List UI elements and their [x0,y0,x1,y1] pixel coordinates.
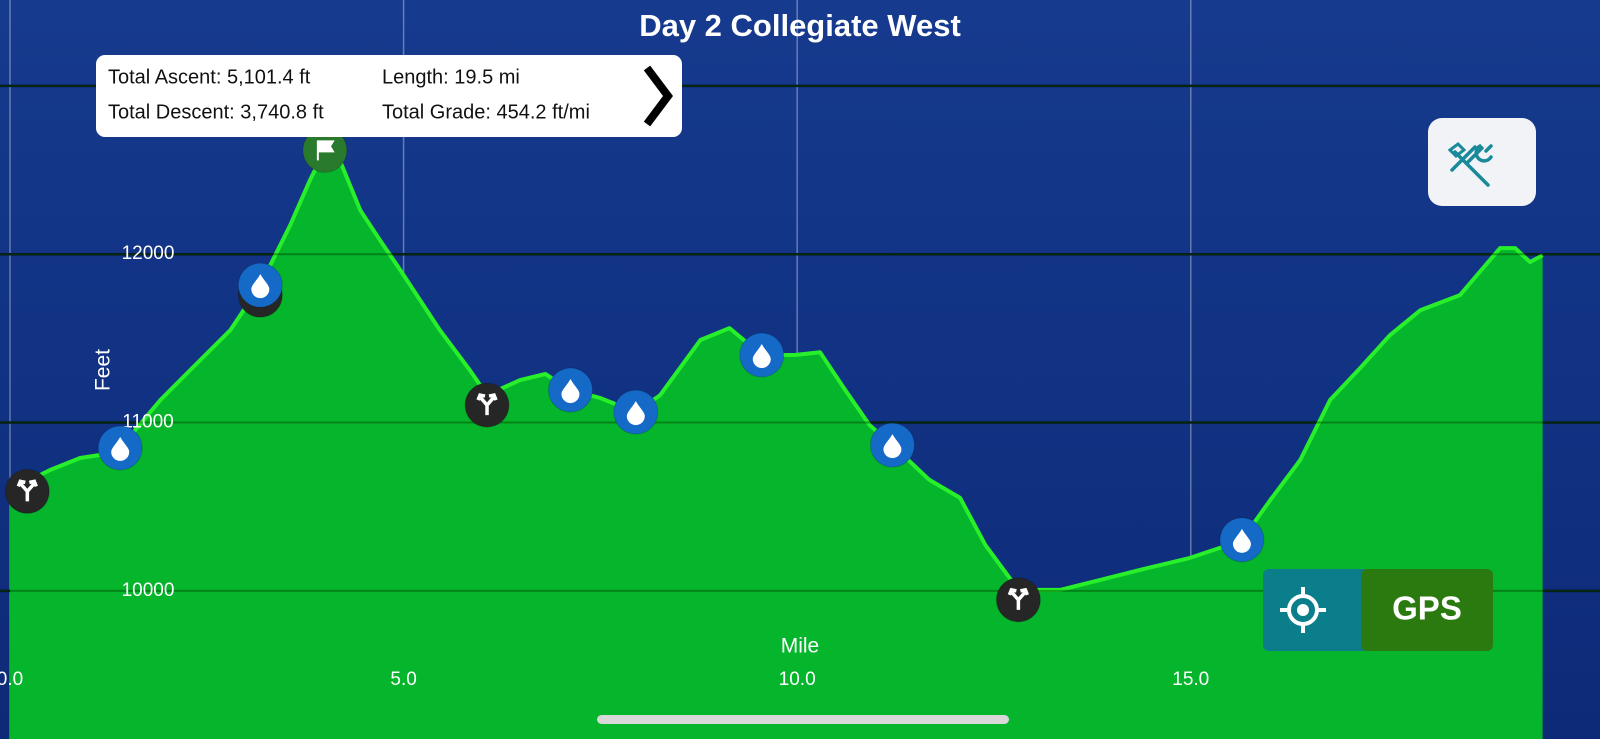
summit-marker [302,127,348,173]
water-icon [626,401,645,426]
water-marker [869,422,915,468]
stat: Total Grade: 454.2 ft/mi [382,101,590,123]
water-marker [739,332,785,378]
water-icon [883,434,902,459]
junction-icon [16,479,38,502]
y-tick-label: 10000 [122,580,175,601]
tools-icon [1450,144,1493,187]
stat: Length: 19.5 mi [382,66,520,88]
y-tick-label: 12000 [122,243,175,264]
locate-button[interactable] [1263,569,1374,651]
home-indicator [597,715,1009,724]
locate-icon [1280,587,1326,633]
water-icon [251,274,270,299]
button-label[interactable]: GPS [1392,590,1462,627]
x-tick-label: 10.0 [779,669,816,690]
y-tick-label: 11000 [122,412,173,433]
flag-icon [316,140,335,161]
chart-title: Day 2 Collegiate West [639,8,961,43]
water-marker [1219,517,1265,563]
stats-panel[interactable] [96,55,682,137]
water-icon [752,344,771,369]
junction-marker [995,577,1041,623]
x-tick-label: 0.0 [0,669,23,690]
junction-marker [4,468,50,514]
button-bg[interactable] [1361,569,1493,651]
tools-button[interactable] [1428,118,1536,206]
water-icon [1232,528,1251,553]
chevron-icon [643,65,673,127]
junction-icon [476,393,498,416]
x-tick-label: 5.0 [390,669,416,690]
stats-box[interactable]: Total Ascent: 5,101.4 ft Total Descent: … [96,55,682,137]
x-tick-label: 15.0 [1172,669,1209,690]
stat: Total Descent: 3,740.8 ft [108,101,324,123]
water-marker [237,262,283,308]
gps-button[interactable]: GPS [1361,569,1493,651]
water-icon [561,379,580,404]
water-marker [547,367,593,413]
junction-marker [464,382,510,428]
water-marker [97,425,143,471]
y-axis-label: Feet [92,349,115,391]
locate-icon [1297,604,1309,616]
junction-icon [1007,587,1030,610]
water-marker [613,389,659,435]
water-icon [111,436,130,461]
elevation-area [10,150,1543,739]
x-axis-label: Mile [781,635,820,658]
tools-icon [1447,142,1467,158]
stat: Total Ascent: 5,101.4 ft [108,66,311,88]
